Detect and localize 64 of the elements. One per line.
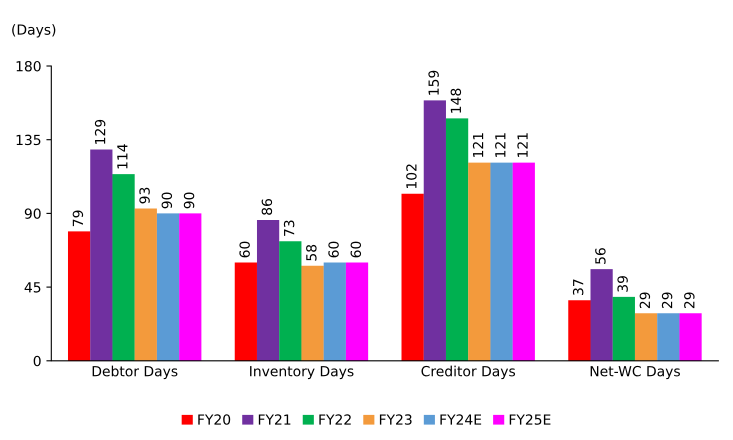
bar	[256, 220, 280, 361]
data-label: 39	[617, 276, 628, 292]
y-tick-label: 135	[16, 134, 40, 146]
bar	[179, 213, 202, 361]
data-label: 60	[350, 242, 362, 258]
bar	[424, 100, 446, 361]
bar	[156, 213, 180, 361]
bar	[402, 194, 424, 361]
bar	[324, 262, 346, 361]
x-tick-label: Creditor Days	[421, 366, 516, 380]
bar	[568, 300, 590, 361]
data-label: 121	[472, 133, 484, 157]
bar	[590, 269, 613, 361]
data-label: 56	[595, 248, 606, 264]
bar	[468, 162, 490, 361]
bar	[679, 313, 702, 361]
data-label: 121	[517, 133, 528, 157]
data-label: 86	[262, 198, 272, 215]
data-label: 114	[117, 144, 128, 168]
bar	[112, 174, 135, 361]
bar	[279, 241, 302, 361]
x-tick-label: Inventory Days	[250, 366, 354, 380]
data-label: 90	[184, 192, 194, 208]
legend-label: FY21	[258, 414, 290, 425]
bar	[490, 162, 513, 361]
data-label: 102	[406, 164, 417, 188]
legend-label: FY22	[319, 414, 351, 425]
y-axis-title: (Days)	[12, 24, 56, 38]
data-label: 121	[495, 133, 506, 157]
x-tick-label: Net-WC Days	[590, 366, 680, 380]
data-label: 29	[662, 292, 672, 308]
data-label: 129	[94, 120, 106, 144]
data-label: 148	[450, 88, 462, 113]
data-label: 79	[72, 210, 84, 226]
data-label: 58	[306, 244, 317, 261]
y-tick-label: 0	[34, 356, 41, 366]
legend-label: FY25E	[510, 414, 550, 425]
data-label: 29	[640, 292, 650, 308]
data-label: 29	[684, 292, 695, 308]
bar	[234, 262, 257, 361]
data-label: 60	[328, 242, 339, 258]
bar	[446, 118, 468, 361]
data-label: 93	[139, 188, 150, 204]
data-label: 90	[162, 192, 172, 208]
data-label: 37	[572, 280, 584, 295]
y-tick-label: 45	[24, 282, 40, 293]
bar	[512, 162, 535, 361]
bar	[657, 313, 680, 361]
bar	[90, 150, 112, 361]
legend-label: FY23	[380, 414, 412, 425]
bar	[612, 296, 635, 361]
bar	[68, 231, 90, 361]
x-tick-label: Debtor Days	[92, 366, 178, 380]
y-tick-label: 180	[16, 60, 41, 72]
y-tick-label: 90	[24, 208, 41, 219]
data-label: 60	[239, 242, 250, 258]
legend-label: FY24E	[440, 414, 482, 425]
bar	[301, 266, 324, 361]
legend-label: FY20	[198, 414, 230, 425]
bar	[634, 313, 658, 361]
data-label: 159	[428, 70, 439, 95]
data-label: 73	[284, 220, 294, 236]
bar	[134, 208, 157, 361]
bar	[346, 262, 368, 361]
